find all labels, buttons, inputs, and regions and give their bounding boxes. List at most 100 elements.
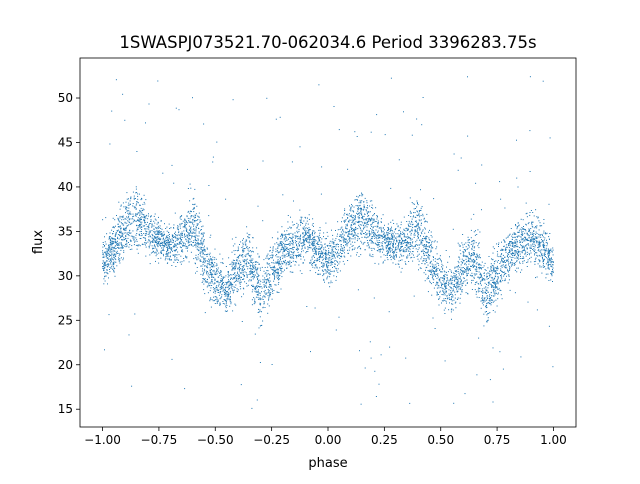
data-point [408, 246, 410, 248]
data-point [353, 206, 355, 208]
data-point [313, 261, 315, 263]
data-point [332, 249, 334, 251]
data-point [533, 248, 535, 250]
data-point [380, 242, 382, 244]
data-point [448, 289, 450, 291]
data-point [119, 232, 121, 234]
data-point [271, 298, 273, 300]
data-point [399, 242, 401, 244]
data-point [239, 269, 240, 271]
data-point [543, 259, 545, 261]
data-point [157, 246, 159, 248]
data-point [497, 289, 499, 290]
data-point [462, 255, 464, 257]
data-point [388, 242, 389, 244]
data-point [154, 230, 156, 232]
data-point [500, 268, 502, 270]
data-point [347, 235, 349, 237]
data-point [294, 237, 296, 239]
data-point [113, 259, 115, 261]
data-point [203, 123, 205, 125]
data-point [485, 290, 487, 292]
data-point [418, 214, 420, 215]
data-point [501, 274, 502, 276]
data-point [352, 238, 354, 240]
data-point [426, 278, 428, 280]
data-point [551, 264, 553, 266]
data-point [106, 269, 108, 271]
data-point [200, 265, 202, 267]
data-point [185, 222, 187, 224]
data-point [538, 250, 540, 252]
data-point [427, 250, 429, 252]
data-point [448, 295, 450, 296]
data-point [255, 267, 257, 269]
data-point [292, 256, 294, 258]
data-point [353, 220, 355, 221]
data-point [408, 242, 410, 243]
data-point [160, 232, 162, 234]
data-point [358, 214, 360, 216]
data-point [170, 259, 172, 260]
data-point [490, 279, 492, 281]
data-point [369, 235, 371, 237]
data-point [188, 225, 190, 227]
data-point [216, 141, 218, 143]
data-point [513, 242, 515, 244]
data-point [119, 208, 121, 210]
data-point [522, 234, 523, 236]
data-point [426, 221, 428, 223]
data-point [311, 241, 313, 243]
data-point [287, 215, 289, 216]
data-point [136, 151, 138, 152]
data-point [391, 236, 393, 238]
data-point [360, 211, 362, 213]
data-point [387, 252, 388, 254]
data-point [357, 233, 359, 235]
data-point [403, 229, 405, 231]
data-point [266, 273, 268, 275]
data-point [254, 333, 256, 335]
data-point [305, 238, 307, 240]
data-point [458, 256, 460, 258]
data-point [173, 237, 174, 238]
data-point [152, 247, 154, 249]
data-point [404, 234, 406, 236]
data-point [408, 225, 409, 227]
data-point [167, 247, 169, 249]
data-point [400, 243, 402, 245]
data-point [450, 282, 452, 284]
data-point [258, 263, 260, 265]
data-point [427, 246, 429, 248]
data-point [423, 258, 425, 260]
data-point [523, 226, 524, 227]
data-point [416, 210, 418, 212]
data-point [416, 224, 418, 226]
data-point [311, 224, 313, 226]
data-point [289, 261, 291, 263]
data-point [399, 251, 401, 253]
data-point [198, 227, 199, 229]
data-point [325, 261, 327, 262]
data-point [445, 300, 447, 302]
data-point [389, 248, 390, 250]
data-point [351, 249, 353, 251]
data-point [115, 242, 117, 244]
data-point [139, 213, 141, 215]
data-point [209, 254, 211, 256]
data-point [198, 232, 200, 234]
data-point [365, 231, 366, 233]
data-point [270, 288, 272, 290]
data-point [432, 278, 434, 280]
data-point [494, 281, 495, 283]
data-point [296, 248, 298, 250]
data-point [551, 259, 553, 261]
data-point [179, 234, 181, 236]
data-point [223, 299, 225, 301]
data-point [545, 277, 547, 279]
data-point [313, 225, 314, 227]
data-point [106, 254, 108, 256]
data-point [128, 204, 130, 206]
data-point [535, 237, 537, 239]
data-point [314, 236, 316, 238]
